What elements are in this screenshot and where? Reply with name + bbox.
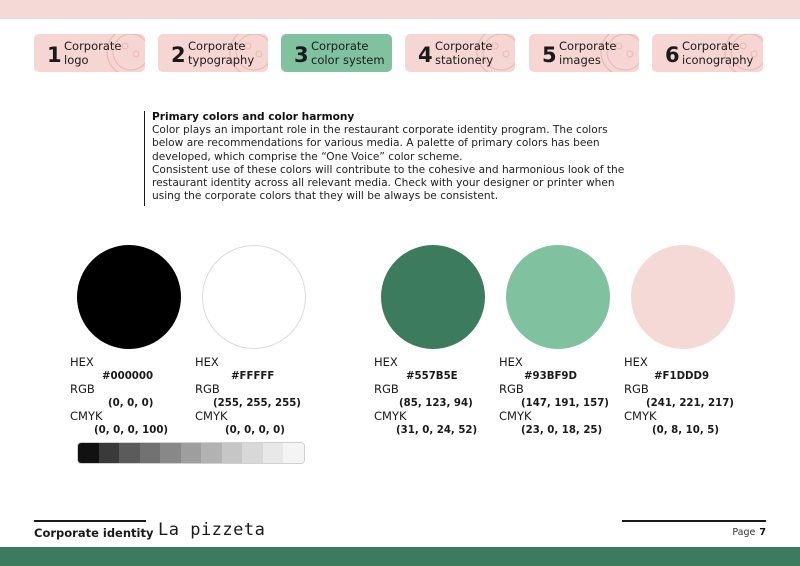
swatch-white xyxy=(202,245,306,349)
rgb-label: RGB xyxy=(374,382,399,396)
gray-step xyxy=(242,443,263,463)
gray-step xyxy=(98,443,120,463)
hex-value: #000000 xyxy=(102,370,154,382)
cmyk-label: CMYK xyxy=(499,409,532,423)
swatch-pink xyxy=(631,245,735,349)
tab-number: 2 xyxy=(171,43,186,67)
rgb-value: (85, 123, 94) xyxy=(399,397,473,409)
gray-scale-strip xyxy=(77,442,305,464)
tab-number: 5 xyxy=(542,43,557,67)
rgb-label: RGB xyxy=(499,382,524,396)
rgb-value: (0, 0, 0) xyxy=(108,397,154,409)
gray-step xyxy=(221,443,243,463)
intro-line: using the corporate colors that they wil… xyxy=(152,190,499,203)
rgb-value: (255, 255, 255) xyxy=(213,397,301,409)
brand-logo: La pizzeta xyxy=(158,520,266,540)
footer-rule-right xyxy=(622,520,766,522)
tab-number: 1 xyxy=(47,43,62,67)
intro-line: developed, which comprise the “One Voice… xyxy=(152,150,463,163)
pizza-pattern-icon xyxy=(600,34,639,72)
gray-step xyxy=(283,443,304,463)
color-info-white: HEX #FFFFF RGB (255, 255, 255) CMYK (0, … xyxy=(195,356,325,437)
cmyk-value: (31, 0, 24, 52) xyxy=(396,424,478,436)
intro-line: below are recommendations for various me… xyxy=(152,137,600,150)
top-band xyxy=(0,0,800,19)
hex-value: #F1DDD9 xyxy=(654,370,710,382)
tab-label: Corporate images xyxy=(559,39,617,67)
color-info-black: HEX #000000 RGB (0, 0, 0) CMYK (0, 0, 0,… xyxy=(70,356,200,437)
footer-rule-left xyxy=(34,520,146,522)
tab-corporate-color-system[interactable]: 3 Corporate color system xyxy=(281,34,392,72)
color-info-dark-green: HEX #557B5E RGB (85, 123, 94) CMYK (31, … xyxy=(374,356,504,437)
rgb-value: (147, 191, 157) xyxy=(521,397,609,409)
hex-value: #93BF9D xyxy=(524,370,577,382)
intro-line: Consistent use of these colors will cont… xyxy=(152,163,625,176)
intro-line: Color plays an important role in the res… xyxy=(152,124,608,136)
tab-corporate-logo[interactable]: 1 Corporate logo xyxy=(34,34,145,72)
hex-label: HEX xyxy=(499,355,523,369)
hex-value: #557B5E xyxy=(406,370,458,382)
cmyk-value: (0, 0, 0, 100) xyxy=(94,424,169,436)
hex-label: HEX xyxy=(70,355,94,369)
pizza-pattern-icon xyxy=(476,34,515,72)
intro-block: Primary colors and color harmony Color p… xyxy=(144,111,664,206)
cmyk-value: (0, 0, 0, 0) xyxy=(225,424,285,436)
color-info-light-green: HEX #93BF9D RGB (147, 191, 157) CMYK (23… xyxy=(499,356,629,437)
gray-step xyxy=(139,443,161,463)
hex-label: HEX xyxy=(195,355,219,369)
cmyk-value: (0, 8, 10, 5) xyxy=(652,424,720,436)
hex-label: HEX xyxy=(624,355,648,369)
tab-corporate-stationery[interactable]: 4 Corporate stationery xyxy=(405,34,515,72)
swatch-light-green xyxy=(506,245,610,349)
cmyk-label: CMYK xyxy=(374,409,407,423)
tab-corporate-images[interactable]: 5 Corporate images xyxy=(529,34,639,72)
tab-number: 4 xyxy=(418,43,433,67)
tab-label: Corporate logo xyxy=(64,39,122,67)
page-label: Page xyxy=(732,527,756,538)
gray-step xyxy=(201,443,222,463)
tab-corporate-iconography[interactable]: 6 Corporate iconography xyxy=(652,34,763,72)
tab-label: Corporate stationery xyxy=(435,39,494,67)
pizza-pattern-icon xyxy=(106,34,145,72)
tab-label: Corporate typography xyxy=(188,39,255,67)
pizza-pattern-icon xyxy=(229,34,268,72)
gray-step xyxy=(262,443,284,463)
bottom-band xyxy=(0,547,800,566)
hex-value: #FFFFF xyxy=(231,370,275,382)
tab-corporate-typography[interactable]: 2 Corporate typography xyxy=(158,34,268,72)
rgb-label: RGB xyxy=(624,382,649,396)
footer-title: Corporate identity xyxy=(34,526,154,540)
gray-step xyxy=(180,443,202,463)
pizza-pattern-icon xyxy=(724,34,763,72)
cmyk-value: (23, 0, 18, 25) xyxy=(521,424,603,436)
gray-step xyxy=(78,443,99,463)
color-info-pink: HEX #F1DDD9 RGB (241, 221, 217) CMYK (0,… xyxy=(624,356,754,437)
cmyk-label: CMYK xyxy=(195,409,228,423)
rgb-label: RGB xyxy=(195,382,220,396)
cmyk-label: CMYK xyxy=(70,409,103,423)
rgb-label: RGB xyxy=(70,382,95,396)
hex-label: HEX xyxy=(374,355,398,369)
tab-label: Corporate color system xyxy=(311,39,385,67)
swatch-black xyxy=(77,245,181,349)
page-indicator: Page 7 xyxy=(732,527,766,538)
tab-number: 6 xyxy=(665,43,680,67)
section-heading: Primary colors and color harmony xyxy=(152,111,355,123)
swatch-dark-green xyxy=(381,245,485,349)
gray-step xyxy=(160,443,181,463)
cmyk-label: CMYK xyxy=(624,409,657,423)
page-number: 7 xyxy=(759,527,766,538)
rgb-value: (241, 221, 217) xyxy=(646,397,734,409)
intro-line: restaurant identity across all relevant … xyxy=(152,177,615,190)
tab-label: Corporate iconography xyxy=(682,39,754,67)
tab-number: 3 xyxy=(294,43,309,67)
gray-step xyxy=(119,443,140,463)
